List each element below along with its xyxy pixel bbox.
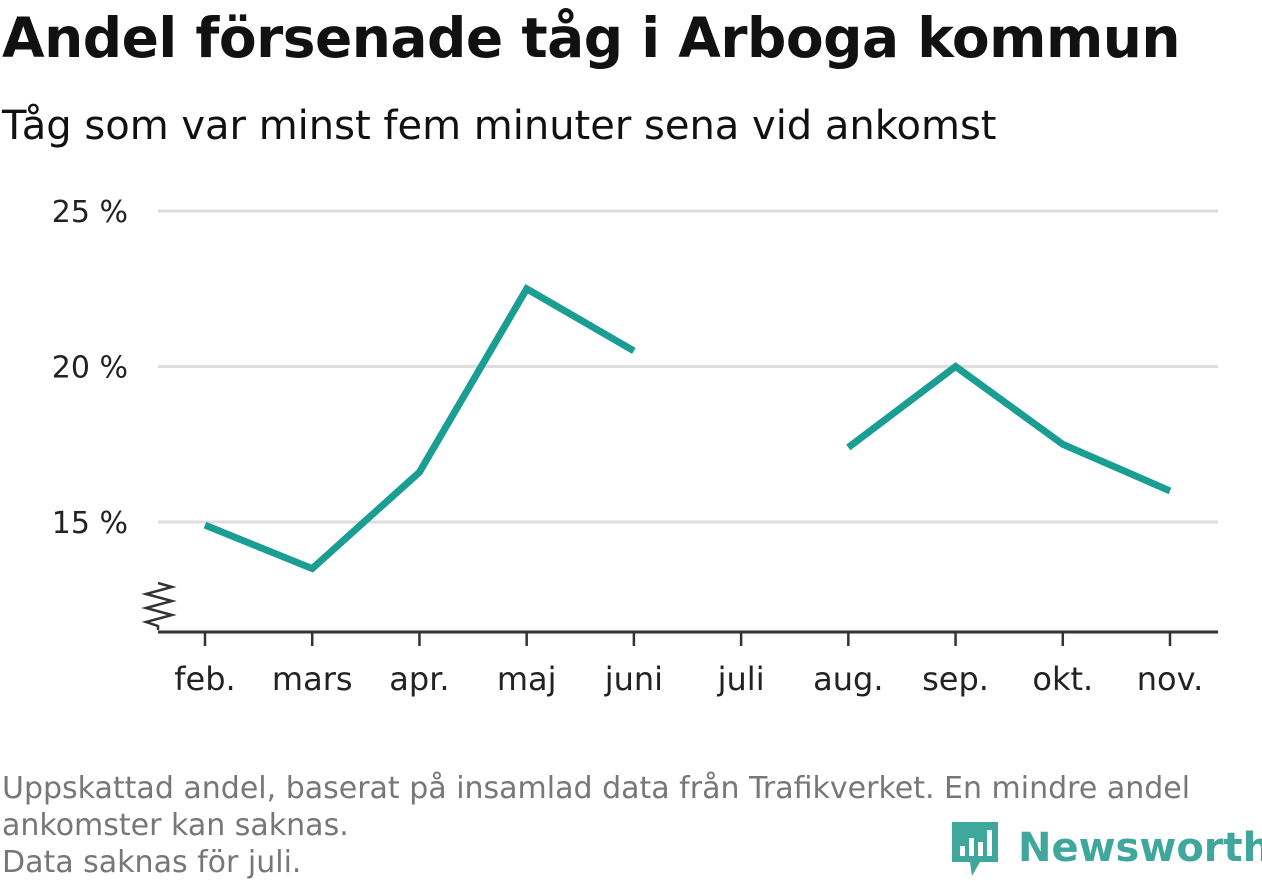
series-line [846, 362, 1172, 495]
x-tick-label: maj [497, 660, 557, 698]
x-tick-label: juli [717, 660, 765, 698]
gridlines [158, 209, 1218, 524]
series-line [203, 284, 636, 573]
x-tick-label: aug. [813, 660, 883, 698]
x-tick-label: juni [604, 660, 663, 698]
brand-logo: Newsworthy [950, 818, 1262, 878]
x-axis-ticks: feb. mars apr. maj juni juli aug. sep. okt. nov. [174, 632, 1203, 698]
chart-subtitle: Tåg som var minst fem minuter sena vid a… [2, 103, 997, 149]
y-tick-label: 20 % [52, 351, 128, 386]
data-series [203, 284, 1172, 573]
brand-name: Newsworthy [1018, 825, 1262, 871]
footnote-line: ankomster kan saknas. [2, 808, 349, 843]
x-tick-label: nov. [1137, 660, 1203, 698]
chart-title: Andel försenade tåg i Arboga kommun [2, 6, 1181, 70]
x-tick-label: apr. [389, 660, 449, 698]
axis-break-icon [141, 581, 177, 630]
x-tick-label: mars [272, 660, 353, 698]
y-tick-label: 25 % [52, 195, 128, 230]
y-axis-ticks: 15 % 20 % 25 % [52, 195, 128, 541]
y-tick-label: 15 % [52, 506, 128, 541]
x-tick-label: okt. [1032, 660, 1093, 698]
x-tick-label: sep. [922, 660, 989, 698]
x-tick-label: feb. [174, 660, 235, 698]
bar-chart-speech-bubble-icon [952, 822, 998, 876]
footnote-line: Data saknas för juli. [2, 845, 302, 880]
footnote: Uppskattad andel, baserat på insamlad da… [2, 770, 1252, 881]
footnote-line: Uppskattad andel, baserat på insamlad da… [2, 771, 1191, 806]
x-axis [141, 581, 1218, 634]
